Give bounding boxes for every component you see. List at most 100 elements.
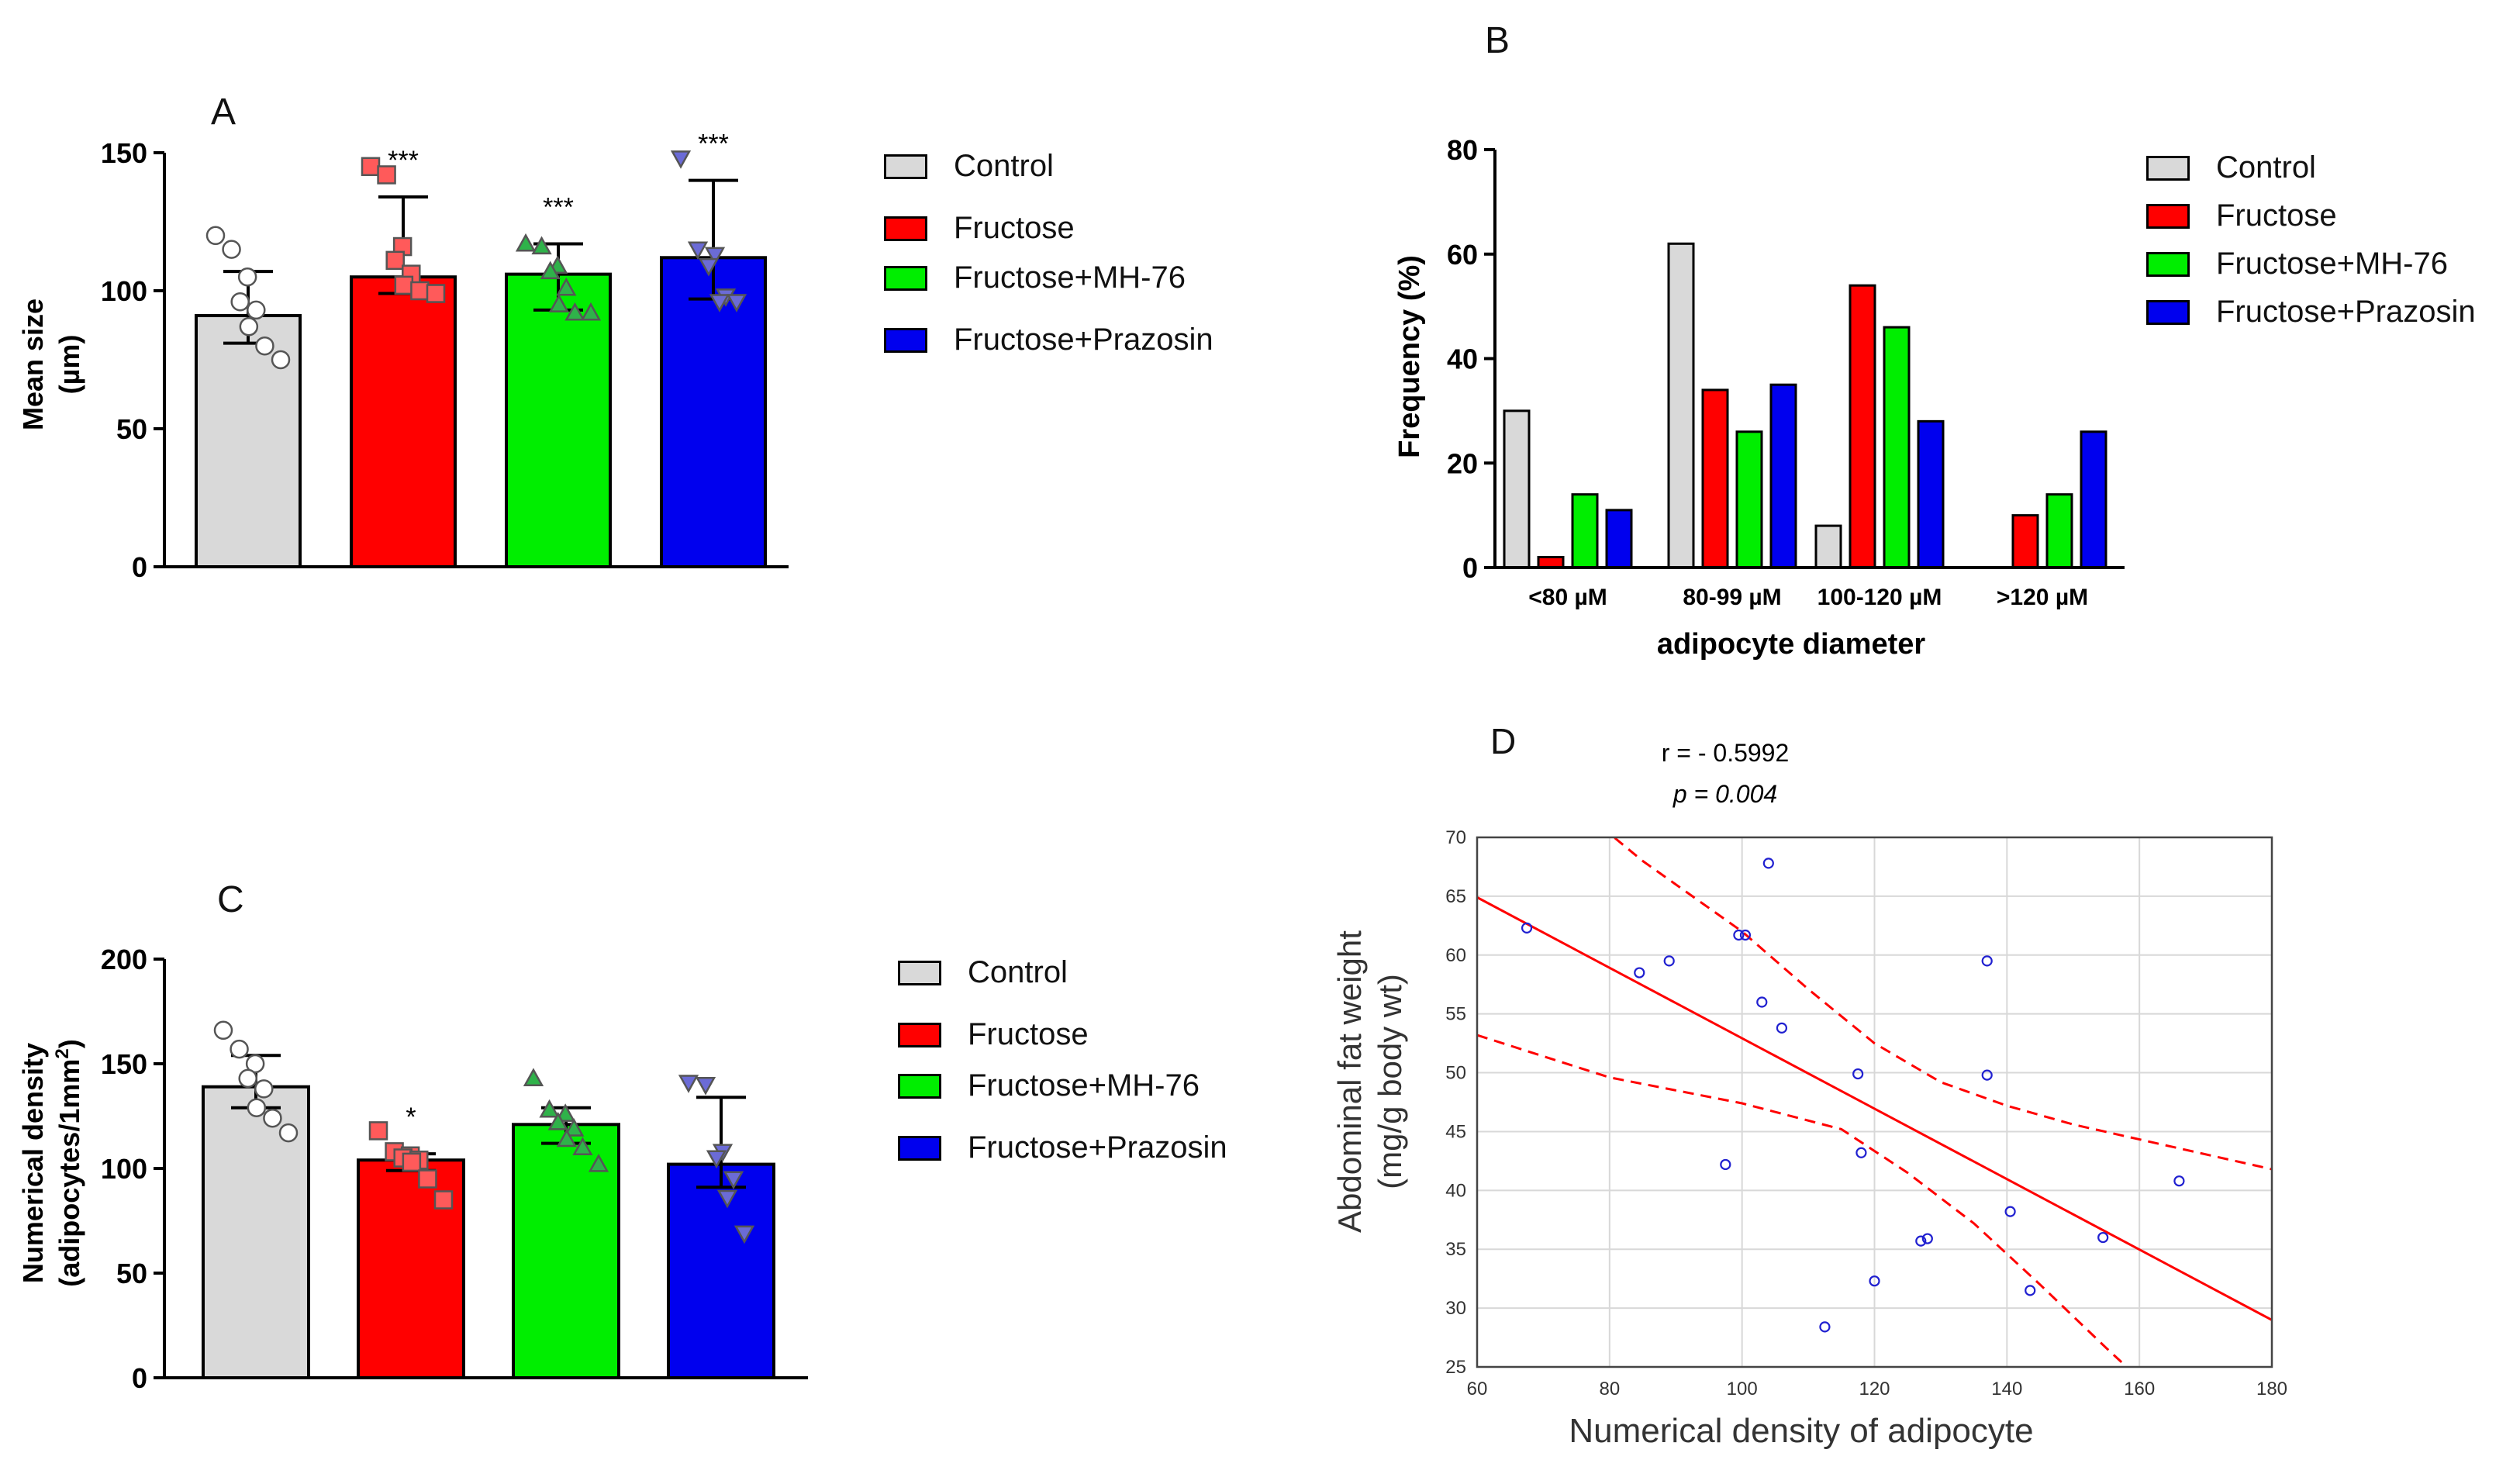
- data-point: [1739, 929, 1752, 941]
- data-point: [716, 1189, 738, 1209]
- data-point: [213, 1020, 233, 1041]
- data-point: [687, 241, 709, 261]
- panel-d-chart: D r = - 0.5992 p = 0.004 60 80 100 120 140 16…: [1331, 721, 2287, 1450]
- svg-text:Numerical density: Numerical density: [17, 1043, 49, 1283]
- data-point: [547, 1112, 568, 1130]
- data-point: [1921, 1233, 1933, 1244]
- y-axis-label: Mean size (µm): [17, 299, 85, 430]
- x-tick-label: 160: [2124, 1379, 2155, 1399]
- data-point: [1915, 1235, 1927, 1247]
- legend-label: Control: [2216, 150, 2316, 185]
- data-point: [247, 1098, 267, 1117]
- bar: [1849, 284, 1876, 569]
- data-point: [523, 1068, 544, 1086]
- data-point: [1663, 955, 1675, 967]
- data-point: [433, 1190, 454, 1210]
- legend-item-fructose-mh76: Fructose+MH-76: [884, 261, 1186, 295]
- legend-label: Fructose+MH-76: [954, 261, 1186, 295]
- significance-marks: *: [406, 1103, 416, 1132]
- y-tick-label: 150: [101, 1048, 147, 1080]
- data-point: [238, 1068, 257, 1089]
- grid: [1476, 837, 2273, 1368]
- data-point: [564, 302, 585, 321]
- bar: [1814, 524, 1842, 569]
- confidence-band: [1477, 1034, 2128, 1367]
- y-tick-label: 150: [101, 137, 147, 169]
- stat-p: p = 0.004: [1673, 780, 1777, 808]
- axes: 60 80 100 120 140 160 180 25 30 35 40 45 50 55 60 65 70: [1445, 827, 2287, 1399]
- bar: [1667, 242, 1695, 569]
- panel-c-chart: C 0 50 100 150 200 Numerical density (adipoc…: [17, 884, 808, 1394]
- data-point: [1733, 929, 1745, 941]
- y-axis-label: Frequency (%): [1393, 255, 1426, 458]
- x-tick-label: 100-120 µM: [1818, 585, 1942, 610]
- legend-item-fructose-prazosin: Fructose+Prazosin: [898, 1130, 1227, 1165]
- data-point: [539, 1099, 560, 1118]
- x-axis-label: Numerical density of adipocyte: [1569, 1412, 2033, 1450]
- y-tick-label: 50: [116, 1258, 147, 1289]
- data-point: [734, 1225, 755, 1244]
- y-tick-label: 70: [1445, 827, 1466, 848]
- x-tick-label: 100: [1727, 1379, 1758, 1399]
- data-point: [695, 1076, 716, 1096]
- regression-line: [1477, 896, 2272, 1321]
- x-tick-label: 80: [1599, 1379, 1620, 1399]
- legend-swatch: [2146, 251, 2190, 277]
- significance-mark: ***: [388, 146, 419, 175]
- confidence-bands: [1477, 837, 2272, 1367]
- y-tick-label: 0: [1462, 552, 1478, 584]
- y-tick-label: 100: [101, 1153, 147, 1185]
- data-point: [670, 150, 692, 169]
- panel-a-chart: A 0 50 100 150 Mean size (µm) *** *** ***: [17, 91, 789, 583]
- y-tick-label: 60: [1445, 945, 1466, 966]
- regression-line: [1477, 896, 2272, 1321]
- panel-b-label: B: [1485, 20, 1510, 61]
- y-axis-label: Numerical density (adipocytes/1mm2): [17, 1039, 85, 1286]
- data-point: [709, 294, 730, 312]
- legend-label: Fructose+Prazosin: [968, 1130, 1227, 1165]
- data-point: [1852, 1068, 1864, 1080]
- data-point: [205, 226, 226, 246]
- plot-frame: [1476, 836, 2273, 1368]
- legend-item-fructose-prazosin: Fructose+Prazosin: [2146, 295, 2476, 330]
- data-point: [678, 1075, 699, 1093]
- data-point: [540, 261, 561, 280]
- data-point: [1776, 1022, 1788, 1034]
- significance-mark: ***: [698, 129, 729, 159]
- legend-label: Control: [954, 149, 1054, 183]
- legend-label: Fructose: [2216, 198, 2337, 233]
- data-point: [556, 277, 577, 296]
- x-tick-label: 180: [2256, 1379, 2287, 1399]
- data-point: [1981, 1069, 1993, 1081]
- legend-b: Control Fructose Fructose+MH-76 Fructose…: [2146, 150, 2520, 352]
- data-point: [515, 233, 537, 252]
- data-point: [278, 1123, 299, 1143]
- legend-label: Fructose+MH-76: [2216, 247, 2448, 281]
- legend-item-fructose-mh76: Fructose+MH-76: [898, 1068, 1200, 1103]
- data-point: [2025, 1285, 2036, 1296]
- bar: [1883, 326, 1911, 569]
- y-tick-label: 55: [1445, 1004, 1466, 1025]
- data-point: [1869, 1275, 1880, 1287]
- legend-label: Control: [968, 955, 1068, 989]
- data-point: [1634, 967, 1645, 978]
- significance-marks: *** *** ***: [388, 129, 729, 223]
- y-tick-label: 100: [101, 275, 147, 307]
- legend-swatch: [884, 154, 927, 179]
- x-tick-label: 80-99 µM: [1683, 585, 1781, 610]
- data-point: [426, 284, 446, 303]
- data-point: [385, 250, 405, 271]
- data-point: [1521, 922, 1533, 934]
- significance-mark: ***: [543, 192, 574, 222]
- data-point: [555, 1103, 576, 1122]
- data-point: [548, 294, 569, 312]
- legend-swatch: [898, 1073, 941, 1099]
- y-tick-label: 0: [132, 1362, 147, 1394]
- legend-swatch: [898, 1022, 941, 1047]
- data-point: [2004, 1206, 2016, 1217]
- y-tick-label: 65: [1445, 886, 1466, 907]
- y-tick-label: 40: [1447, 343, 1478, 375]
- data-point: [410, 281, 430, 301]
- bars: [1503, 242, 2107, 569]
- svg-text:Mean size: Mean size: [17, 299, 49, 430]
